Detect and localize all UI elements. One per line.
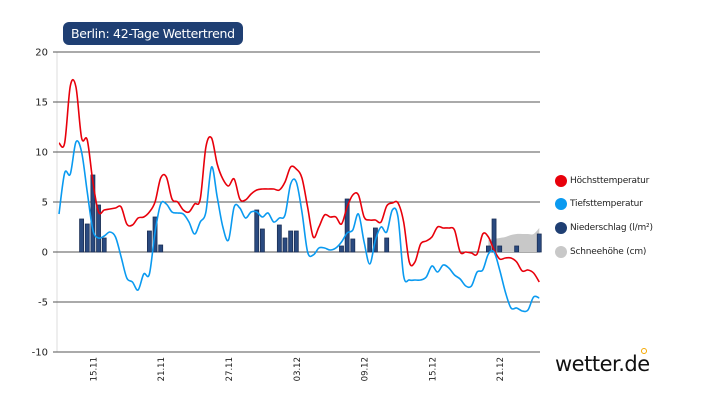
legend-dot-red <box>555 175 567 187</box>
precipitation-bar <box>514 245 520 253</box>
legend-label: Tiefsttemperatur <box>570 199 643 209</box>
legend-label: Schneehöhe (cm) <box>570 247 647 257</box>
precipitation-bar <box>344 198 350 253</box>
precipitation-bar <box>288 230 294 253</box>
y-tick-label: 20 <box>35 48 48 59</box>
precipitation-bar <box>293 230 299 253</box>
x-tick-label: 09.12 <box>361 357 371 381</box>
max-temperature-line <box>58 78 540 283</box>
x-tick-label: 21.12 <box>496 357 506 381</box>
precipitation-bar <box>254 209 260 253</box>
legend-item-snow: Schneehöhe (cm) <box>555 246 646 258</box>
precipitation-bar <box>79 218 84 253</box>
legend-item-min-temp: Tiefsttemperatur <box>555 198 643 210</box>
precipitation-bar <box>96 204 101 253</box>
precipitation-bar <box>84 223 90 253</box>
precipitation-bar <box>276 224 282 253</box>
chart-title: Berlin: 42-Tage Wettertrend <box>63 22 243 45</box>
legend-item-precipitation: Niederschlag (l/m²) <box>555 222 653 234</box>
precipitation-bar <box>259 228 265 253</box>
x-tick-label: 15.11 <box>89 357 99 381</box>
legend-dot-navy <box>555 222 567 234</box>
legend-label: Niederschlag (l/m²) <box>570 223 653 233</box>
x-tick-label: 15.12 <box>428 357 438 381</box>
y-tick-label: 10 <box>35 148 48 159</box>
y-tick-label: 0 <box>42 248 48 259</box>
wetter-de-logo: wetter.de <box>555 352 650 376</box>
min-temperature-line <box>58 140 540 313</box>
y-tick-label: -5 <box>38 298 48 309</box>
precipitation-bar <box>282 237 288 253</box>
y-tick-label: 15 <box>35 98 48 109</box>
precipitation-bar <box>339 245 344 253</box>
x-tick-label: 27.11 <box>225 357 235 381</box>
x-tick-label: 21.11 <box>157 357 167 381</box>
precipitation-bar <box>367 237 373 253</box>
y-tick-label: -10 <box>32 348 48 359</box>
legend-dot-grey <box>555 246 567 258</box>
y-tick-label: 5 <box>42 198 48 209</box>
precipitation-bar <box>536 233 542 253</box>
legend-item-max-temp: Höchsttemperatur <box>555 175 649 187</box>
legend-dot-blue <box>555 198 567 210</box>
x-tick-label: 03.12 <box>293 357 303 381</box>
precipitation-bar <box>350 238 356 253</box>
logo-dot-icon <box>641 348 647 354</box>
precipitation-bar <box>384 237 390 253</box>
precipitation-bar <box>146 230 152 253</box>
precipitation-bar <box>497 245 503 253</box>
precipitation-bar <box>158 244 164 253</box>
precipitation-bar <box>101 237 107 253</box>
precipitation-bar <box>485 245 491 253</box>
legend-label: Höchsttemperatur <box>570 176 650 186</box>
